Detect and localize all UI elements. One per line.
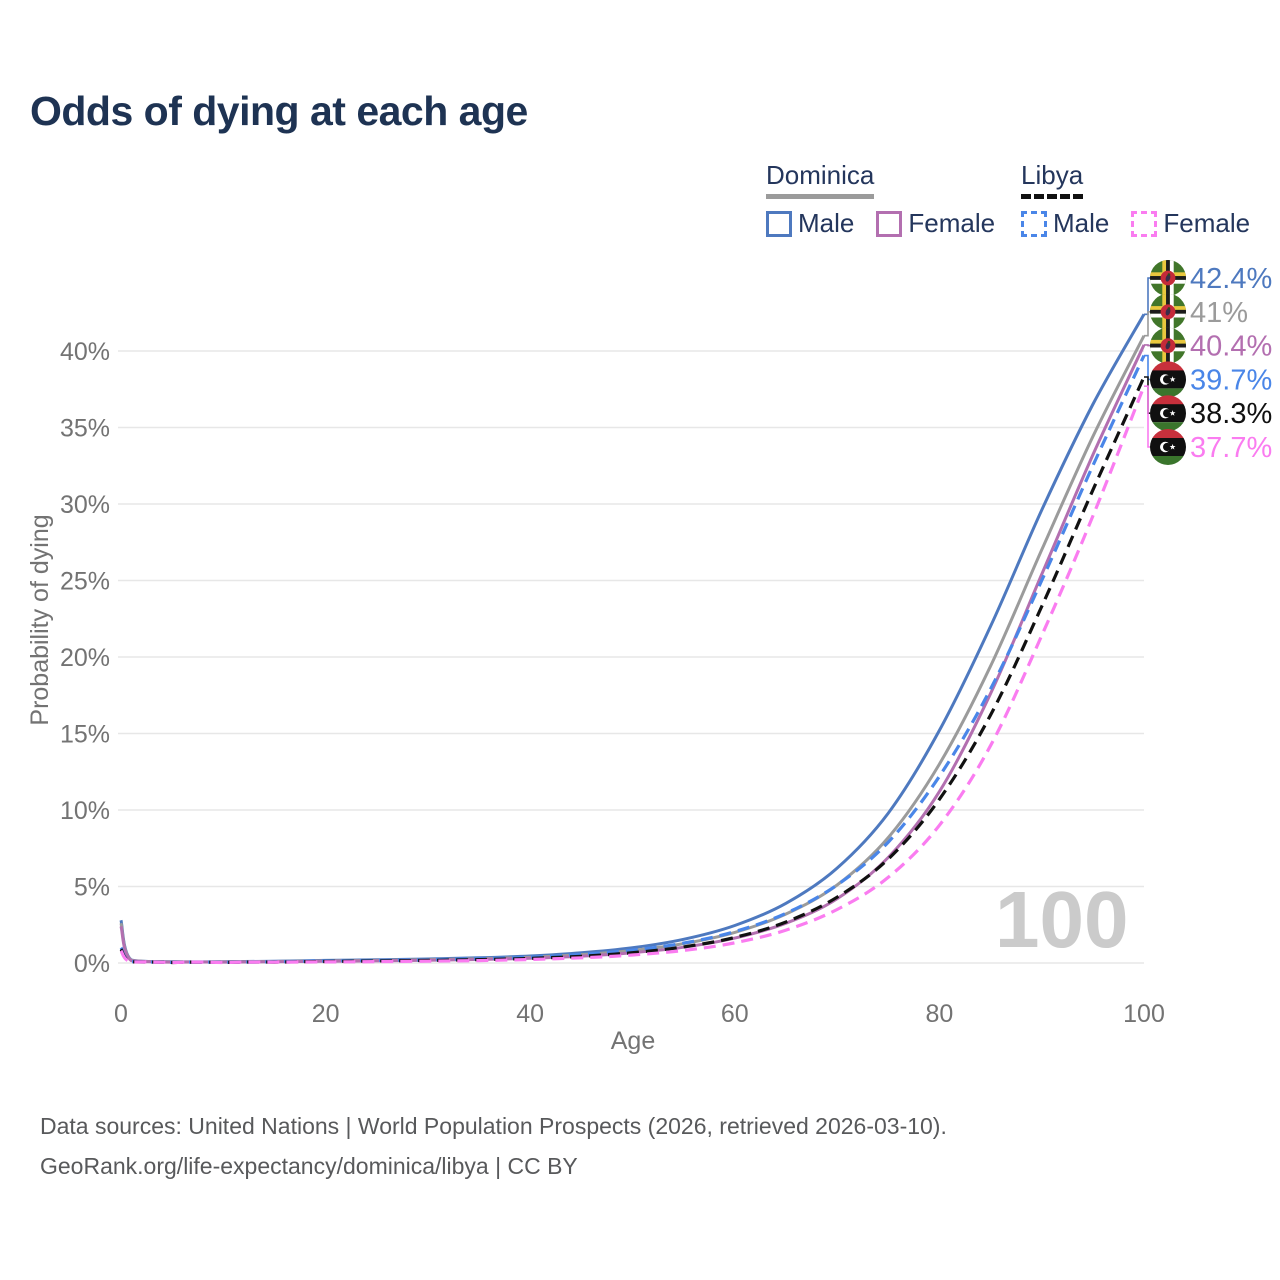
libya-flag-icon [1150,361,1186,398]
y-tick-label: 40% [60,338,110,366]
legend-item-dominica-male[interactable]: Male [766,208,854,239]
legend-group-dominica: Dominica Male Female [766,160,995,239]
series-line-dominica-male[interactable] [119,313,1146,964]
footer-data-sources: Data sources: United Nations | World Pop… [40,1113,947,1139]
label-connector [1144,354,1150,381]
label-connector [1144,277,1150,316]
y-tick-label: 15% [60,721,110,749]
libya-female-swatch-icon [1131,210,1158,237]
legend-item-label: Female [1163,208,1251,238]
legend-country-dominica[interactable]: Dominica [766,160,875,199]
end-value-label: 37.7% [1190,432,1272,464]
x-tick-label: 80 [925,1000,953,1028]
dominica-flag-icon [1150,293,1186,330]
legend-item-label: Female [908,208,996,238]
label-connector [1144,311,1150,337]
page-title: Odds of dying at each age [30,88,528,134]
y-tick-label: 0% [74,950,110,978]
y-axis-title: Probability of dying [26,514,54,725]
y-tick-label: 30% [60,491,110,519]
legend-item-label: Male [798,208,855,238]
series-line-dominica-female[interactable] [119,344,1146,964]
libya-flag-icon [1150,395,1186,432]
end-value-label: 39.7% [1190,364,1272,396]
x-axis-title: Age [611,1027,655,1055]
series-line-libya-male[interactable] [119,354,1146,965]
series-line-libya-female[interactable] [119,385,1146,965]
x-tick-label: 40 [516,1000,544,1028]
legend-item-libya-male[interactable]: Male [1021,208,1109,239]
libya-flag-icon [1150,429,1186,465]
legend-item-libya-female[interactable]: Female [1131,208,1250,239]
y-tick-label: 20% [60,644,110,672]
end-value-label: 41% [1190,297,1248,329]
end-value-label: 42.4% [1190,263,1272,295]
end-value-label: 38.3% [1190,398,1272,430]
legend-item-dominica-female[interactable]: Female [876,208,995,239]
y-tick-label: 25% [60,568,110,596]
x-tick-label: 60 [721,1000,749,1028]
y-tick-label: 10% [60,797,110,825]
y-tick-label: 35% [60,415,110,443]
end-value-label: 40.4% [1190,331,1272,363]
footer-attribution: GeoRank.org/life-expectancy/dominica/lib… [40,1153,578,1179]
x-tick-label: 0 [114,1000,128,1028]
dominica-flag-icon [1150,327,1186,364]
dominica-female-swatch-icon [876,210,903,237]
dominica-male-swatch-icon [766,210,792,237]
y-tick-label: 5% [74,874,110,902]
legend-country-libya[interactable]: Libya [1021,160,1084,199]
legend-item-label: Male [1053,208,1110,238]
label-connector [1144,385,1150,448]
libya-male-swatch-icon [1021,210,1047,237]
hover-age-watermark: 100 [995,875,1128,964]
series-line-dominica-both-sexes[interactable] [119,335,1146,964]
dominica-flag-icon [1150,260,1186,296]
series-line-libya-both-sexes[interactable] [119,376,1146,965]
legend-group-libya: Libya Male Female [1021,160,1250,239]
x-tick-label: 20 [312,1000,340,1028]
x-tick-label: 100 [1123,1000,1165,1028]
label-connector [1144,344,1150,347]
label-connector [1144,376,1150,414]
